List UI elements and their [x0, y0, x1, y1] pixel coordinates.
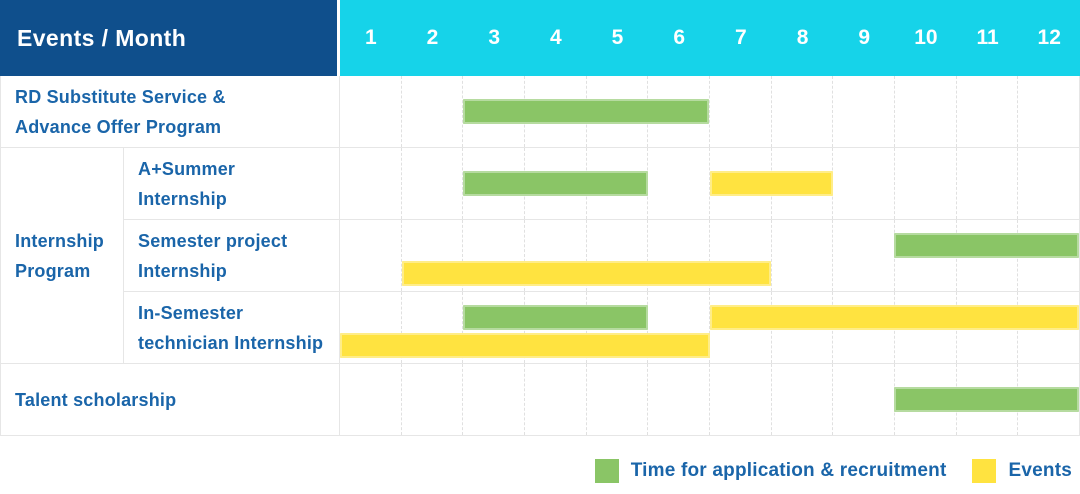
- month-grid-cell: [525, 220, 587, 291]
- month-grid-cell: [463, 364, 526, 435]
- month-header-cell: 4: [550, 26, 562, 49]
- month-grid-cell: [710, 364, 772, 435]
- label-line: Internship: [138, 260, 228, 281]
- month-grid-cell: [340, 292, 402, 363]
- label-line: A+Summer: [138, 158, 236, 179]
- month-grid-cell: [895, 76, 957, 147]
- gantt-bar-yellow: [709, 171, 833, 196]
- month-grid-cell: [340, 148, 402, 219]
- gantt-bar-green: [463, 305, 648, 330]
- month-grid-cell: [340, 364, 402, 435]
- month-grid-cell: [525, 364, 587, 435]
- month-grid-cell: [833, 364, 896, 435]
- month-header-cell: 7: [735, 26, 747, 49]
- month-grid-cell: [402, 292, 464, 363]
- month-grid-cell: [772, 220, 834, 291]
- month-header-cell: 8: [796, 26, 809, 49]
- label-line: Advance Offer Program: [15, 116, 222, 137]
- month-grid-cell: [648, 220, 711, 291]
- sub-row-label: A+Summer Internship: [124, 148, 340, 220]
- schedule-table: Events / Month 1 2 3 4 5 6 7 8 9 10 11 12 RD Substi…: [0, 0, 1080, 436]
- gantt-bar-green: [463, 171, 648, 196]
- legend-label: Time for application & recruitment: [630, 460, 947, 481]
- month-grid-cell: [710, 76, 772, 147]
- month-grid-cell: [1018, 148, 1079, 219]
- gantt-bar-green: [463, 99, 710, 124]
- chart-row-cell: [340, 364, 1080, 436]
- month-grid-cell: [833, 76, 896, 147]
- month-grid-cell: [772, 364, 834, 435]
- month-grid-cell: [402, 220, 464, 291]
- month-grid-cell: [340, 220, 402, 291]
- month-grid-cell: [340, 76, 402, 147]
- month-grid-cell: [587, 364, 649, 435]
- month-grid-cell: [957, 76, 1019, 147]
- month-header-cell: 5: [611, 26, 624, 49]
- month-grid-cell: [463, 220, 526, 291]
- row-label: Talent scholarship: [0, 364, 340, 436]
- label-line: In-Semester: [138, 302, 244, 323]
- chart-row-cell: [340, 148, 1080, 220]
- gantt-bar-green: [894, 387, 1079, 412]
- gantt-bar-yellow: [340, 333, 710, 358]
- month-header-row: 1 2 3 4 5 6 7 8 9 10 11 12: [340, 0, 1080, 76]
- label-line: technician Internship: [138, 332, 324, 353]
- month-grid-cell: [710, 220, 772, 291]
- sub-row-label: In-Semester technician Internship: [124, 292, 340, 364]
- month-grid-cell: [587, 220, 649, 291]
- chart-row-cell: [340, 292, 1080, 364]
- sub-row-label: Semester project Internship: [124, 220, 340, 292]
- month-header-cell: 12: [1037, 26, 1061, 49]
- legend: Time for application & recruitment Event…: [594, 459, 1072, 483]
- legend-label: Events: [1008, 460, 1072, 481]
- month-header-cell: 3: [488, 26, 501, 49]
- month-grid-cell: [648, 76, 711, 147]
- month-grid-cell: [833, 148, 896, 219]
- month-header-cell: 1: [364, 26, 377, 49]
- label-line: Semester project: [138, 230, 288, 251]
- row-label: RD Substitute Service & Advance Offer Pro…: [0, 76, 340, 148]
- gantt-bar-yellow: [709, 305, 1079, 330]
- gantt-bar-yellow: [401, 261, 772, 286]
- label-line: Program: [15, 260, 91, 281]
- legend-swatch-green-icon: [594, 459, 619, 483]
- month-header-cell: 2: [426, 26, 439, 49]
- label-line: Talent scholarship: [15, 389, 177, 410]
- gantt-bar-green: [894, 233, 1079, 258]
- group-label-internship-program: Internship Program: [0, 148, 124, 364]
- month-header-cell: 10: [914, 26, 938, 49]
- month-grid-cell: [402, 148, 464, 219]
- events-month-header: Events / Month: [0, 0, 340, 76]
- label-line: Internship: [15, 230, 105, 251]
- month-header-cell: 11: [976, 26, 999, 49]
- month-grid-cell: [957, 148, 1019, 219]
- month-grid-cell: [895, 148, 957, 219]
- legend-item-application-recruitment: Time for application & recruitment: [594, 459, 947, 483]
- month-grid-cell: [648, 148, 711, 219]
- month-grid-cell: [833, 220, 896, 291]
- month-grid-cell: [648, 364, 711, 435]
- month-grid-cell: [402, 364, 464, 435]
- month-grid-cell: [402, 76, 464, 147]
- month-grid-cell: [1018, 76, 1079, 147]
- month-grid-cell: [772, 148, 834, 219]
- label-line: RD Substitute Service &: [15, 86, 226, 107]
- month-grid-cell: [772, 76, 834, 147]
- legend-item-events: Events: [972, 459, 1072, 483]
- chart-row-cell: [340, 220, 1080, 292]
- legend-swatch-yellow-icon: [972, 459, 997, 483]
- chart-row-cell: [340, 76, 1080, 148]
- month-header-cell: 6: [673, 26, 686, 49]
- label-line: Internship: [138, 188, 228, 209]
- month-header-cell: 9: [858, 26, 871, 49]
- month-gridlines: [340, 76, 1079, 147]
